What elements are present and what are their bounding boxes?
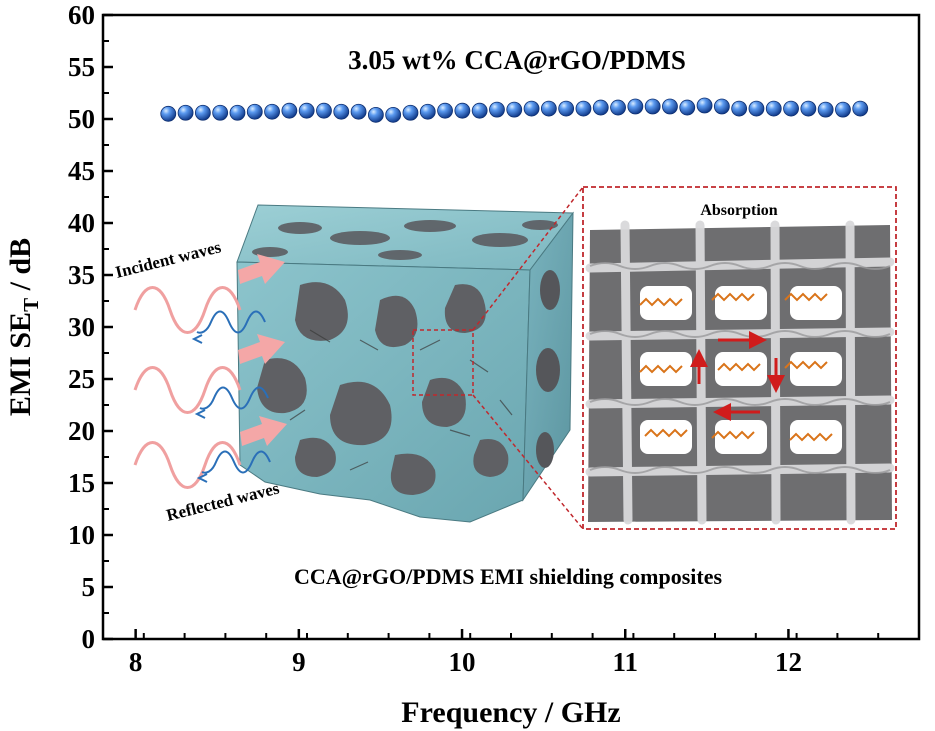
data-point (662, 98, 678, 115)
y-tick-label-35: 35 (68, 260, 95, 290)
data-point (385, 106, 402, 123)
x-tick-label-8: 8 (129, 647, 143, 677)
x-axis-title: Frequency / GHz (401, 696, 620, 729)
y-tick-label-40: 40 (68, 208, 95, 238)
data-point (471, 102, 488, 119)
data-point (316, 102, 332, 119)
reflected-wave-1 (196, 310, 266, 334)
composite-cube-illustration (236, 186, 584, 530)
incident-wave-1 (133, 286, 242, 334)
x-tick-label-12: 12 (775, 647, 802, 677)
y-tick-label-0: 0 (82, 624, 96, 654)
y-tick-label-50: 50 (68, 104, 95, 134)
data-point (281, 102, 298, 119)
y-axis-title-tail: / dB (4, 238, 37, 298)
reflected-wave-3 (201, 450, 271, 474)
y-axis-title: EMI SET / dB (4, 238, 43, 416)
data-point (367, 106, 384, 123)
data-point (402, 104, 419, 121)
y-axis-title-main: EMI SE (4, 312, 37, 416)
data-point (437, 102, 453, 119)
data-point (800, 100, 817, 117)
x-axis-ticks: 8 9 10 11 12 (129, 629, 880, 677)
incident-wave-2 (133, 366, 242, 414)
data-point (160, 105, 177, 122)
data-point (194, 104, 211, 121)
x-tick-label-11: 11 (612, 647, 638, 677)
data-point (610, 99, 626, 116)
data-point (298, 102, 315, 119)
data-point (523, 100, 540, 117)
data-point (246, 103, 263, 120)
data-point (696, 97, 713, 114)
y-tick-label-20: 20 (68, 416, 95, 446)
composite-caption: CCA@rGO/PDMS EMI shielding composites (294, 564, 723, 589)
data-point (644, 98, 661, 115)
data-point (731, 100, 748, 117)
absorption-inset: Absorption (582, 186, 897, 530)
absorption-label: Absorption (700, 202, 777, 219)
y-tick-label-15: 15 (68, 468, 95, 498)
data-point (817, 101, 834, 118)
incident-arrows (238, 254, 287, 446)
data-point (575, 100, 592, 117)
data-point (506, 101, 523, 118)
series-points (160, 97, 869, 123)
data-point (264, 103, 280, 120)
data-point (852, 100, 869, 117)
y-tick-label-60: 60 (68, 0, 95, 30)
y-tick-label-55: 55 (68, 52, 95, 82)
data-point (679, 99, 696, 116)
y-tick-label-25: 25 (68, 364, 95, 394)
y-tick-label-10: 10 (68, 520, 95, 550)
data-point (350, 103, 367, 120)
data-point (212, 104, 229, 121)
cube-zoom-box (412, 329, 474, 396)
series-label: 3.05 wt% CCA@rGO/PDMS (348, 45, 686, 75)
incident-waves (133, 286, 242, 489)
x-tick-label-10: 10 (449, 647, 476, 677)
incident-waves-label: Incident waves (113, 237, 223, 282)
data-point (333, 103, 350, 120)
incident-wave-3 (133, 441, 242, 489)
y-tick-label-45: 45 (68, 156, 95, 186)
data-point (835, 101, 851, 118)
data-point (419, 103, 436, 120)
inset-border (582, 186, 897, 530)
data-point (627, 98, 644, 115)
data-point (783, 100, 799, 117)
data-point (713, 98, 730, 115)
data-point (748, 100, 765, 117)
data-point (765, 100, 782, 117)
reflected-waves (191, 310, 271, 483)
x-tick-label-9: 9 (292, 647, 306, 677)
reflected-wave-2 (199, 386, 269, 410)
data-point (454, 102, 471, 119)
y-axis-ticks: 0 5 10 15 20 25 30 35 40 45 50 55 60 (68, 0, 113, 654)
y-tick-label-5: 5 (82, 572, 96, 602)
data-point (489, 101, 505, 118)
data-point (558, 100, 575, 117)
y-tick-label-30: 30 (68, 312, 95, 342)
y-axis-title-sub: T (19, 298, 43, 312)
data-point (540, 100, 557, 117)
data-point (177, 104, 194, 121)
data-point (229, 104, 246, 121)
data-point (592, 99, 609, 116)
